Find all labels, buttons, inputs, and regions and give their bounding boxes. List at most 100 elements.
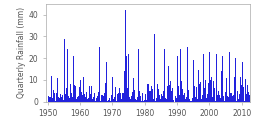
Bar: [111, 100, 112, 102]
Bar: [48, 96, 49, 102]
Bar: [193, 86, 194, 102]
Bar: [72, 99, 73, 102]
Bar: [238, 97, 239, 102]
Bar: [158, 95, 160, 102]
Bar: [171, 88, 172, 102]
Bar: [90, 94, 91, 102]
Bar: [50, 97, 51, 102]
Bar: [114, 87, 115, 102]
Bar: [220, 71, 221, 102]
Bar: [237, 99, 238, 102]
Bar: [241, 62, 242, 102]
Bar: [115, 45, 116, 102]
Bar: [128, 54, 129, 102]
Bar: [112, 77, 113, 102]
Bar: [61, 97, 62, 102]
Bar: [75, 86, 76, 102]
Bar: [125, 56, 126, 102]
Bar: [147, 84, 148, 102]
Bar: [138, 91, 139, 102]
Bar: [223, 101, 224, 102]
Bar: [228, 52, 229, 102]
Bar: [235, 101, 236, 102]
Bar: [140, 99, 141, 102]
Bar: [221, 56, 222, 102]
Bar: [51, 88, 52, 102]
Bar: [151, 89, 152, 102]
Bar: [82, 95, 83, 102]
Bar: [135, 100, 136, 102]
Bar: [185, 97, 186, 102]
Bar: [179, 95, 180, 102]
Bar: [196, 97, 197, 102]
Bar: [53, 90, 54, 102]
Bar: [247, 93, 248, 102]
Bar: [214, 101, 215, 102]
Bar: [102, 60, 103, 102]
Bar: [149, 91, 150, 102]
Bar: [94, 93, 95, 102]
Bar: [137, 97, 138, 102]
Bar: [134, 99, 135, 102]
Bar: [59, 94, 60, 102]
Bar: [106, 79, 107, 102]
Y-axis label: Quarterly Rainfall (mm): Quarterly Rainfall (mm): [17, 7, 26, 98]
Bar: [126, 88, 127, 102]
Bar: [176, 56, 177, 102]
Bar: [103, 96, 104, 102]
Bar: [130, 96, 131, 102]
Bar: [178, 96, 179, 102]
Bar: [208, 98, 209, 102]
Bar: [58, 97, 59, 102]
Bar: [156, 84, 157, 102]
Bar: [224, 92, 225, 102]
Bar: [232, 95, 233, 102]
Bar: [76, 97, 77, 102]
Bar: [131, 92, 132, 102]
Bar: [64, 101, 65, 102]
Bar: [182, 95, 183, 102]
Bar: [116, 101, 117, 102]
Bar: [181, 89, 182, 102]
Bar: [195, 87, 196, 102]
Bar: [145, 95, 146, 102]
Bar: [161, 99, 162, 102]
Bar: [91, 86, 92, 102]
Bar: [189, 101, 190, 102]
Bar: [110, 95, 111, 102]
Bar: [47, 91, 48, 102]
Bar: [79, 87, 80, 102]
Bar: [146, 100, 147, 102]
Bar: [66, 88, 67, 102]
Bar: [67, 49, 68, 102]
Bar: [148, 91, 149, 102]
Bar: [121, 99, 122, 102]
Bar: [197, 70, 198, 102]
Bar: [198, 84, 199, 102]
Bar: [108, 100, 109, 102]
Bar: [165, 99, 166, 102]
Bar: [80, 80, 81, 102]
Bar: [217, 91, 218, 102]
Bar: [183, 98, 184, 102]
Bar: [63, 100, 64, 102]
Bar: [202, 54, 203, 102]
Bar: [243, 101, 244, 102]
Bar: [70, 84, 71, 102]
Bar: [78, 96, 79, 102]
Bar: [164, 98, 165, 102]
Bar: [104, 93, 105, 102]
Bar: [239, 77, 240, 102]
Bar: [234, 58, 235, 102]
Bar: [204, 80, 205, 102]
Bar: [89, 56, 90, 102]
Bar: [123, 99, 124, 102]
Bar: [244, 79, 245, 102]
Bar: [93, 93, 94, 102]
Bar: [229, 100, 230, 102]
Bar: [101, 95, 102, 102]
Bar: [85, 96, 86, 102]
Bar: [174, 101, 175, 102]
Bar: [212, 95, 213, 102]
Bar: [240, 85, 241, 102]
